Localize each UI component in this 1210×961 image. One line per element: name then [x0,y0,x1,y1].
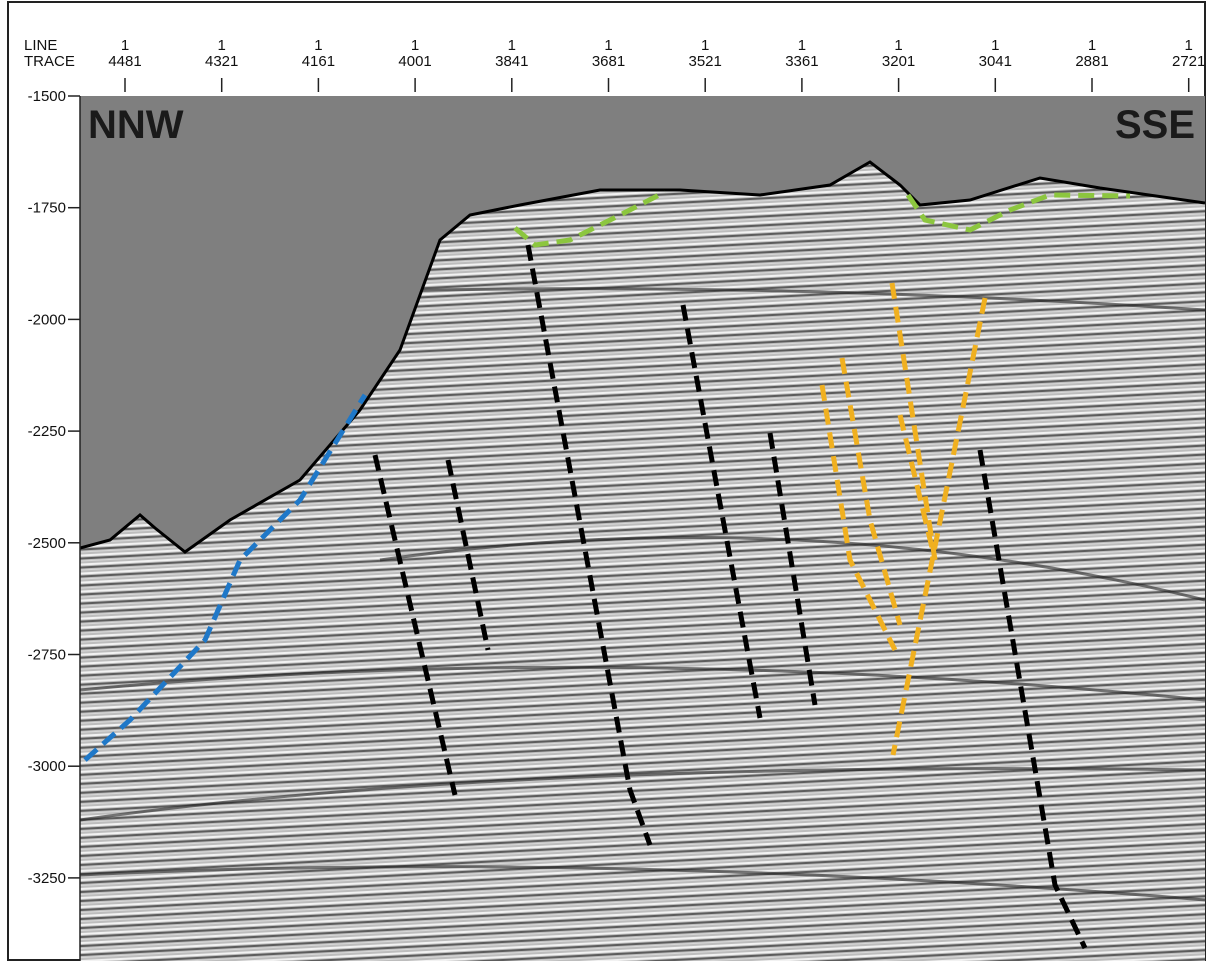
trace-number: 3521 [689,53,722,70]
trace-number: 3041 [979,53,1012,70]
trace-number: 3361 [785,53,818,70]
orientation-left: NNW [88,103,184,147]
depth-label: -3250 [28,870,66,887]
orientation-right: SSE [1115,103,1195,147]
depth-label: -2000 [28,311,66,328]
section: NNW SSE [80,96,1205,961]
line-label: LINE [24,37,57,54]
trace-number: 2721 [1172,53,1205,70]
depth-label: -2500 [28,535,66,552]
trace-number: 3681 [592,53,625,70]
line-number: 1 [894,37,902,54]
trace-number: 2881 [1075,53,1108,70]
depth-label: -1500 [28,88,66,105]
line-number: 1 [218,37,226,54]
trace-number: 4161 [302,53,335,70]
line-number: 1 [411,37,419,54]
depth-label: -2750 [28,647,66,664]
depth-label: -1750 [28,200,66,217]
depth-label: -2250 [28,423,66,440]
line-number: 1 [121,37,129,54]
line-number: 1 [1185,37,1193,54]
trace-number: 3841 [495,53,528,70]
trace-label: TRACE [24,53,75,70]
seismic-figure: NNW SSE LINE TRACE 144811432114161140011… [0,0,1210,961]
line-number: 1 [991,37,999,54]
trace-number: 4001 [398,53,431,70]
line-number: 1 [508,37,516,54]
trace-number: 3201 [882,53,915,70]
depth-label: -3000 [28,758,66,775]
line-number: 1 [314,37,322,54]
line-number: 1 [604,37,612,54]
trace-number: 4321 [205,53,238,70]
trace-number: 4481 [108,53,141,70]
line-number: 1 [701,37,709,54]
line-number: 1 [798,37,806,54]
line-number: 1 [1088,37,1096,54]
page: NNW SSE LINE TRACE 144811432114161140011… [0,0,1210,961]
